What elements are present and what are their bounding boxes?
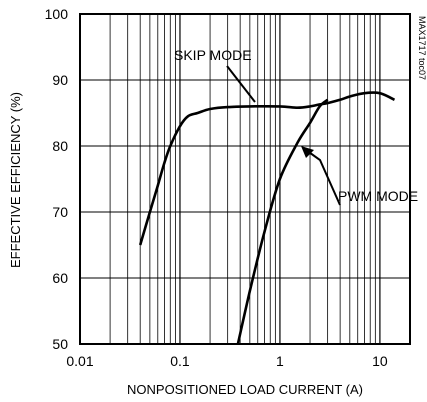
x-tick-label: 0.01	[66, 353, 93, 369]
y-tick-label: 70	[52, 204, 68, 220]
skip-mode-label: SKIP MODE	[174, 47, 252, 63]
plot-frame	[79, 13, 411, 345]
series-line-pwm-mode	[236, 98, 329, 345]
series-line-skip-mode	[138, 91, 396, 246]
y-tick-label: 80	[52, 138, 68, 154]
x-axis-title: NONPOSITIONED LOAD CURRENT (A)	[127, 382, 363, 397]
pwm-mode-arrowhead	[301, 146, 314, 158]
figure-code: MAX1717 toc07	[417, 16, 427, 80]
annotation-skip-mode: SKIP MODE	[174, 47, 256, 103]
tick-labels: 0.01 0.1 1 10 50 60 70 80 90 100	[45, 6, 388, 369]
y-tick-label: 90	[52, 72, 68, 88]
y-axis-title: EFFECTIVE EFFICIENCY (%)	[8, 92, 23, 268]
x-tick-label: 10	[372, 353, 388, 369]
pwm-mode-label: PWM MODE	[338, 188, 418, 204]
y-tick-label: 100	[45, 6, 69, 22]
pwm-mode-leader	[305, 149, 341, 206]
y-tick-label: 50	[52, 336, 68, 352]
skip-mode-leader	[226, 65, 256, 103]
x-tick-label: 1	[276, 353, 284, 369]
annotation-pwm-mode: PWM MODE	[301, 146, 418, 206]
x-tick-label: 0.1	[170, 353, 190, 369]
grid-lines	[80, 14, 410, 344]
y-tick-label: 60	[52, 270, 68, 286]
data-curves	[138, 91, 396, 345]
